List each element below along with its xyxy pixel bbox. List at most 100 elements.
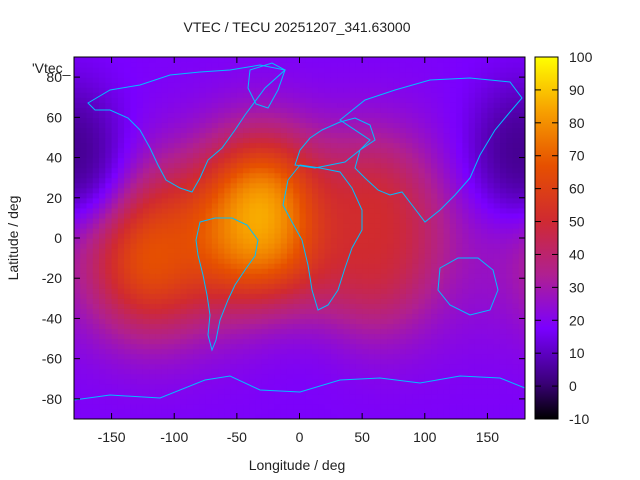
heatmap-cell — [105, 263, 113, 269]
heatmap-cell — [205, 343, 213, 350]
heatmap-cell — [424, 167, 432, 174]
heatmap-cell — [393, 238, 401, 244]
heatmap-cell — [412, 243, 420, 249]
heatmap-cell — [286, 248, 294, 254]
heatmap-cell — [218, 413, 225, 419]
heatmap-cell — [155, 117, 163, 123]
heatmap-cell — [443, 77, 451, 83]
heatmap-cell — [261, 102, 269, 108]
heatmap-cell — [312, 323, 319, 330]
heatmap-cell — [387, 217, 395, 224]
heatmap-cell — [268, 132, 276, 139]
heatmap-cell — [449, 288, 457, 294]
heatmap-cell — [105, 363, 113, 370]
heatmap-cell — [293, 87, 301, 93]
heatmap-cell — [380, 263, 388, 269]
heatmap-cell — [330, 368, 338, 375]
heatmap-cell — [80, 373, 88, 380]
heatmap-cell — [443, 82, 451, 88]
heatmap-cell — [449, 222, 457, 229]
heatmap-cell — [99, 353, 106, 360]
heatmap-cell — [418, 288, 426, 294]
heatmap-cell — [499, 283, 507, 289]
heatmap-cell — [230, 343, 238, 350]
heatmap-cell — [368, 303, 376, 309]
heatmap-cell — [149, 192, 157, 199]
heatmap-cell — [393, 127, 401, 134]
heatmap-cell — [74, 112, 81, 118]
heatmap-cell — [149, 323, 157, 330]
heatmap-cell — [149, 283, 157, 289]
heatmap-cell — [487, 202, 495, 209]
heatmap-cell — [205, 132, 213, 139]
heatmap-cell — [405, 288, 413, 294]
heatmap-cell — [205, 248, 213, 254]
heatmap-cell — [393, 333, 401, 340]
heatmap-cell — [405, 263, 413, 269]
heatmap-cell — [117, 172, 125, 179]
heatmap-cell — [180, 57, 188, 63]
heatmap-cell — [167, 308, 175, 315]
heatmap-cell — [399, 167, 407, 174]
heatmap-cell — [443, 187, 451, 194]
heatmap-cell — [130, 92, 138, 98]
heatmap-cell — [236, 293, 244, 299]
heatmap-cell — [312, 313, 319, 320]
heatmap-cell — [74, 368, 81, 375]
heatmap-cell — [243, 398, 250, 405]
heatmap-cell — [261, 343, 269, 350]
heatmap-cell — [99, 243, 106, 249]
heatmap-cell — [174, 393, 182, 400]
heatmap-cell — [142, 177, 150, 184]
heatmap-cell — [167, 82, 175, 88]
heatmap-cell — [130, 263, 138, 269]
heatmap-cell — [449, 127, 457, 134]
heatmap-cell — [387, 353, 395, 360]
heatmap-cell — [431, 112, 438, 118]
heatmap-cell — [136, 348, 144, 355]
heatmap-cell — [474, 323, 482, 330]
heatmap-cell — [499, 343, 507, 350]
heatmap-cell — [280, 137, 288, 144]
heatmap-cell — [437, 408, 445, 415]
heatmap-cell — [487, 273, 495, 279]
heatmap-cell — [255, 323, 263, 330]
heatmap-cell — [368, 162, 376, 169]
heatmap-cell — [193, 258, 200, 264]
heatmap-cell — [399, 248, 407, 254]
heatmap-cell — [380, 102, 388, 108]
heatmap-cell — [387, 383, 395, 390]
heatmap-cell — [149, 243, 157, 249]
heatmap-cell — [268, 167, 276, 174]
heatmap-cell — [362, 368, 369, 375]
heatmap-cell — [349, 308, 357, 315]
heatmap-cell — [105, 358, 113, 365]
heatmap-cell — [243, 57, 250, 63]
heatmap-cell — [493, 328, 501, 335]
heatmap-cell — [255, 222, 263, 229]
heatmap-cell — [443, 323, 451, 330]
heatmap-cell — [268, 383, 276, 390]
heatmap-cell — [243, 112, 250, 118]
heatmap-cell — [343, 217, 351, 224]
heatmap-cell — [80, 207, 88, 214]
heatmap-cell — [393, 217, 401, 224]
heatmap-cell — [393, 72, 401, 78]
heatmap-cell — [374, 127, 382, 134]
heatmap-cell — [74, 378, 81, 385]
heatmap-cell — [293, 217, 301, 224]
heatmap-cell — [186, 142, 194, 149]
heatmap-cell — [305, 388, 313, 395]
heatmap-cell — [412, 212, 420, 219]
heatmap-cell — [124, 388, 131, 395]
heatmap-cell — [443, 293, 451, 299]
heatmap-cell — [142, 343, 150, 350]
heatmap-cell — [86, 232, 94, 239]
heatmap-cell — [180, 227, 188, 234]
heatmap-cell — [142, 333, 150, 340]
heatmap-cell — [474, 353, 482, 360]
heatmap-cell — [355, 122, 363, 128]
heatmap-cell — [349, 62, 357, 68]
heatmap-cell — [380, 227, 388, 234]
heatmap-cell — [280, 298, 288, 304]
